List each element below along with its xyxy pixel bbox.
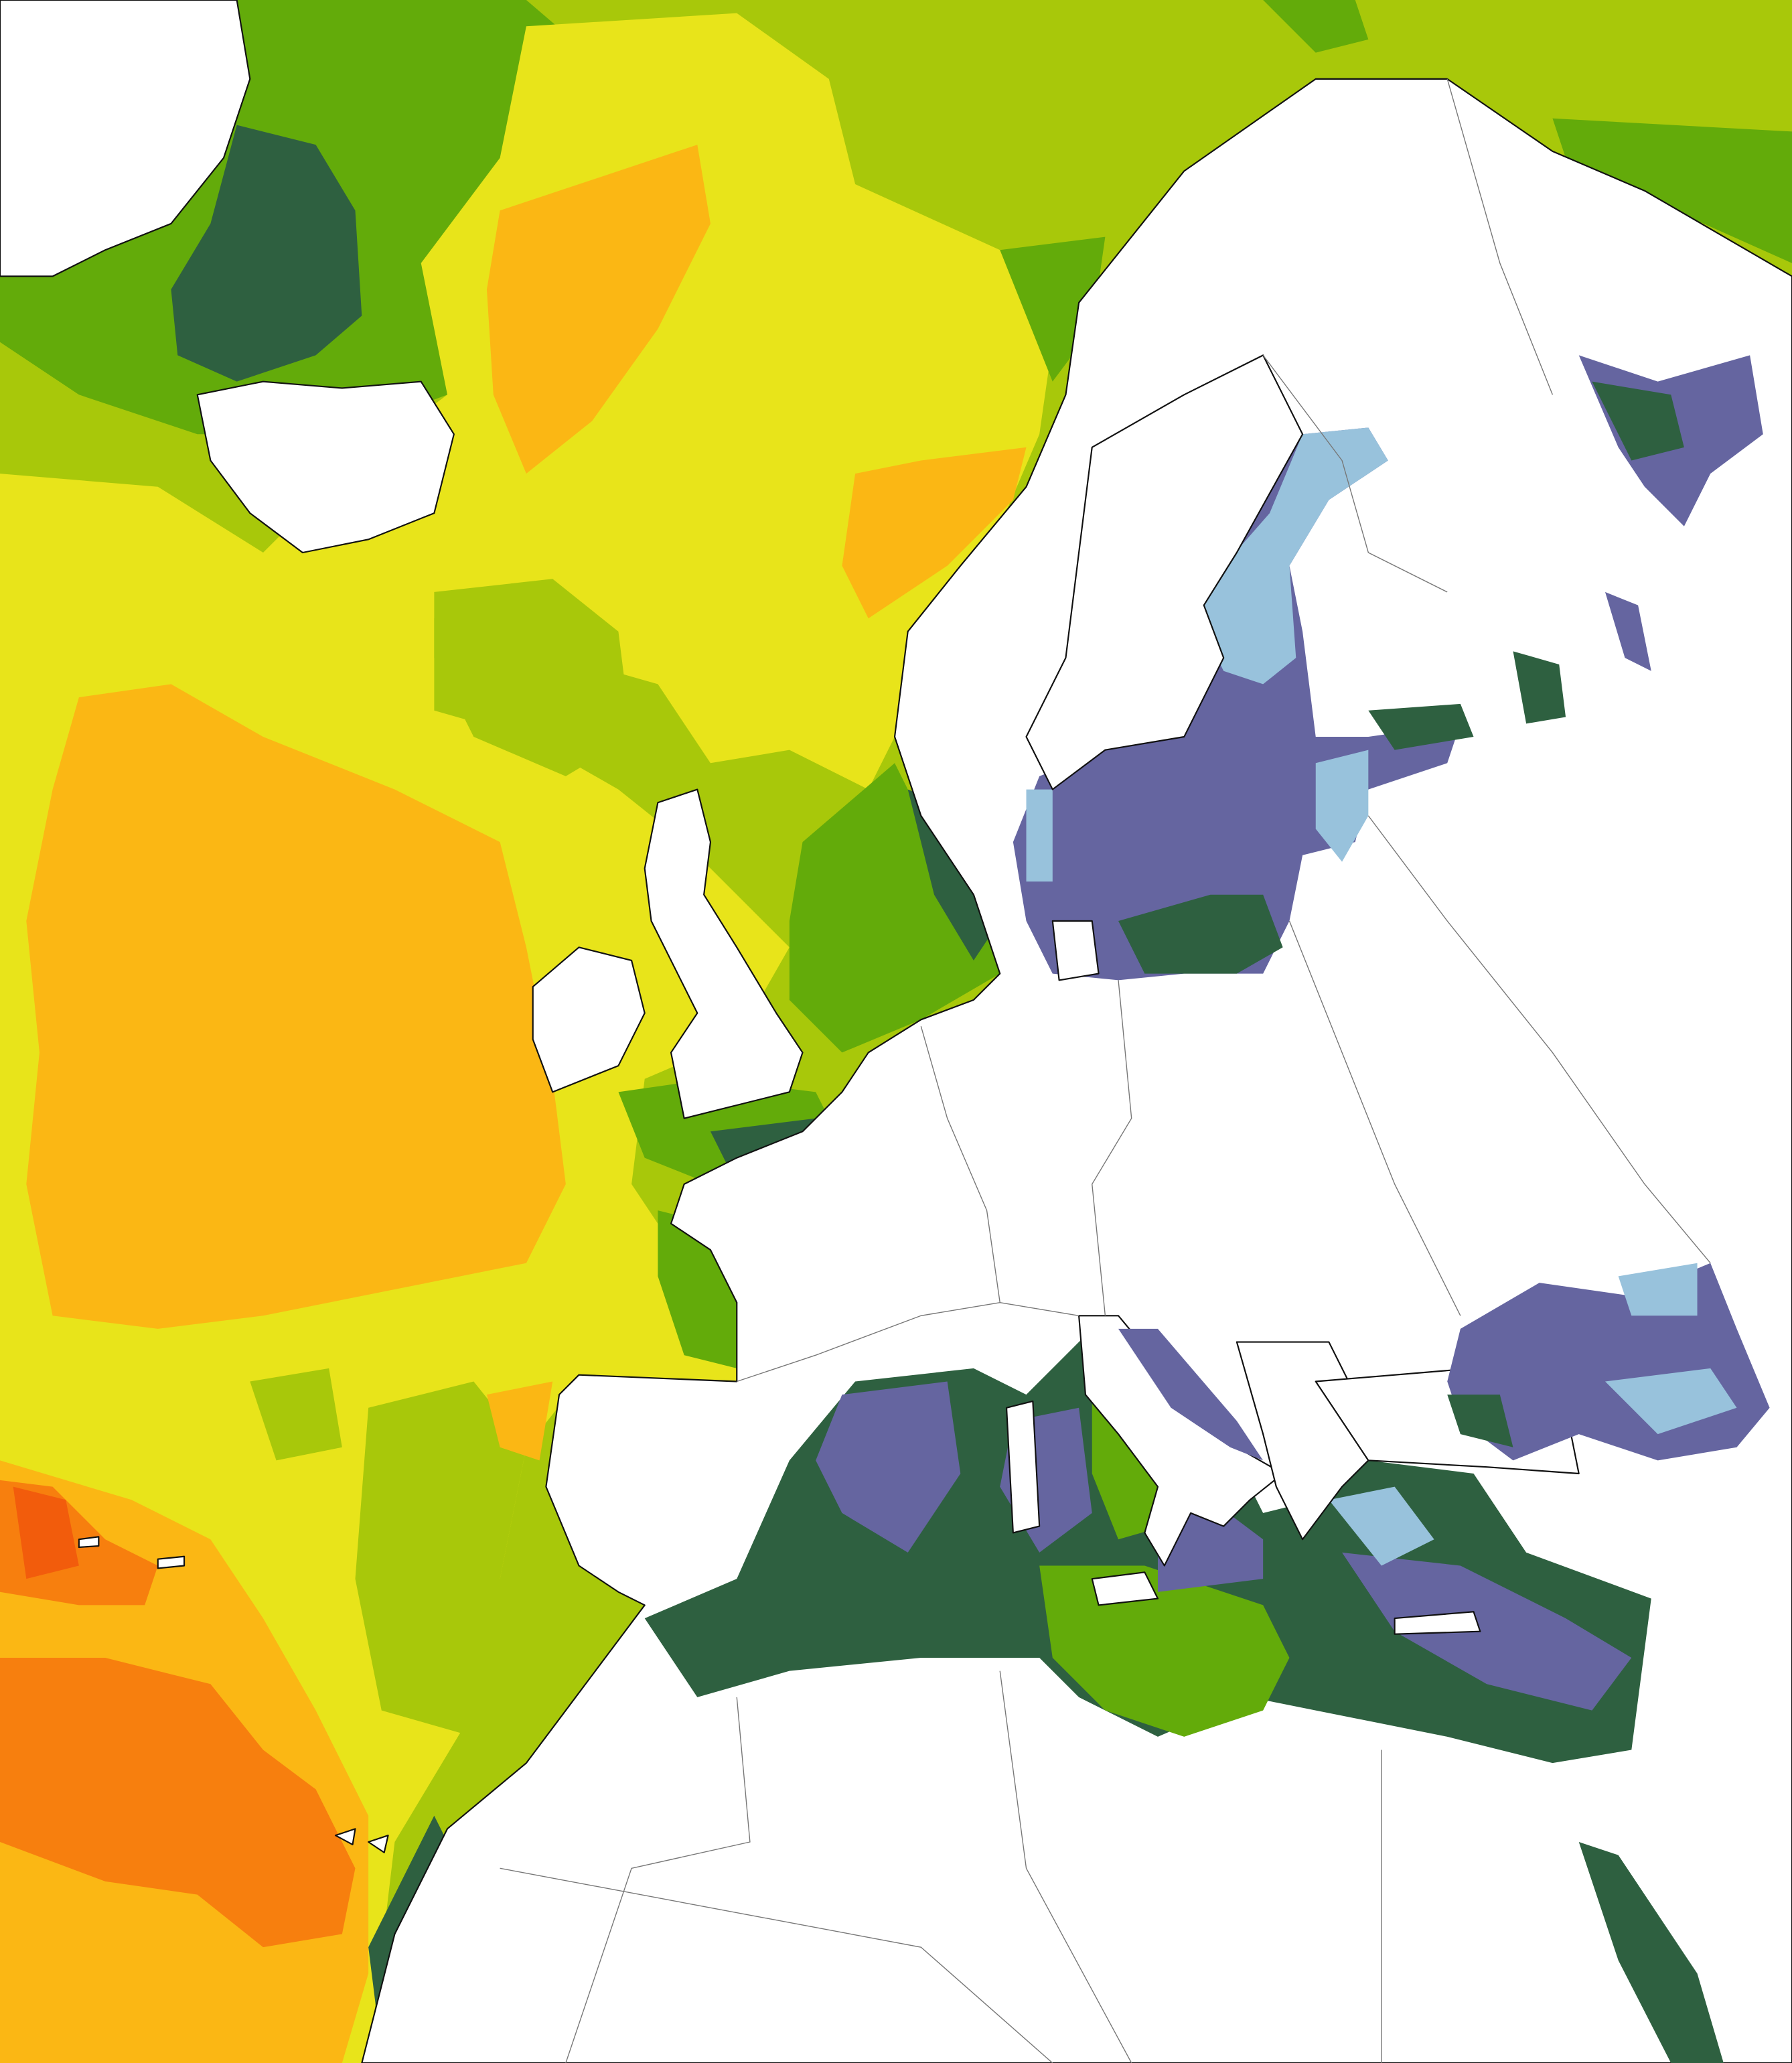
border — [1262, 354, 1448, 593]
sea-zone — [658, 1210, 750, 1368]
sea-zone — [0, 1658, 356, 1948]
sea-zone — [1118, 894, 1283, 974]
sea-zone — [789, 763, 1000, 1053]
sea-zone — [1605, 591, 1651, 671]
sea-zone — [250, 1368, 342, 1461]
sea-zone — [842, 447, 1027, 619]
border — [1367, 815, 1711, 1264]
sea-zone — [434, 579, 632, 776]
sea-zone — [355, 1381, 526, 1737]
border — [500, 1867, 1053, 2063]
sea-zone — [1092, 1395, 1165, 1540]
sea-zone — [816, 1381, 961, 1553]
sea-zone — [486, 1381, 553, 1461]
sea-zone — [1263, 0, 1369, 53]
sea-zone — [1026, 789, 1053, 882]
sea-zone — [486, 145, 711, 474]
island — [1005, 1400, 1041, 1534]
land — [0, 0, 251, 277]
sea-zone — [1447, 1395, 1513, 1447]
border — [1288, 920, 1461, 1316]
sea-zone — [1552, 118, 1792, 263]
island — [368, 1835, 389, 1853]
sea-zone — [1578, 1842, 1724, 2063]
border — [565, 1697, 751, 2063]
border — [1446, 78, 1554, 395]
sea-zone — [1329, 1486, 1434, 1566]
island — [1051, 920, 1100, 981]
sea-zone — [1513, 651, 1566, 724]
sea-zone — [171, 125, 362, 382]
border — [737, 1301, 1079, 1382]
island — [334, 1828, 356, 1846]
island — [78, 1536, 100, 1549]
sea-zone — [26, 684, 566, 1329]
island — [644, 788, 804, 1119]
border — [999, 1670, 1132, 2063]
sea-zone — [1118, 1328, 1264, 1461]
sea-zone — [1368, 703, 1474, 750]
sea-zone — [1592, 381, 1684, 461]
sea-zone — [1039, 1565, 1290, 1737]
island — [196, 380, 455, 554]
sea-zone — [13, 1486, 79, 1579]
border — [920, 1025, 1000, 1303]
island — [1394, 1611, 1481, 1635]
sea-zone — [1618, 1263, 1698, 1316]
sea-zone — [1342, 1552, 1632, 1711]
island — [532, 946, 646, 1093]
sea-zone — [1197, 427, 1388, 685]
island — [157, 1555, 185, 1569]
border — [1092, 980, 1132, 1316]
island — [1091, 1571, 1159, 1606]
sea-zone — [1315, 750, 1369, 862]
sea-zone — [1605, 1368, 1737, 1435]
